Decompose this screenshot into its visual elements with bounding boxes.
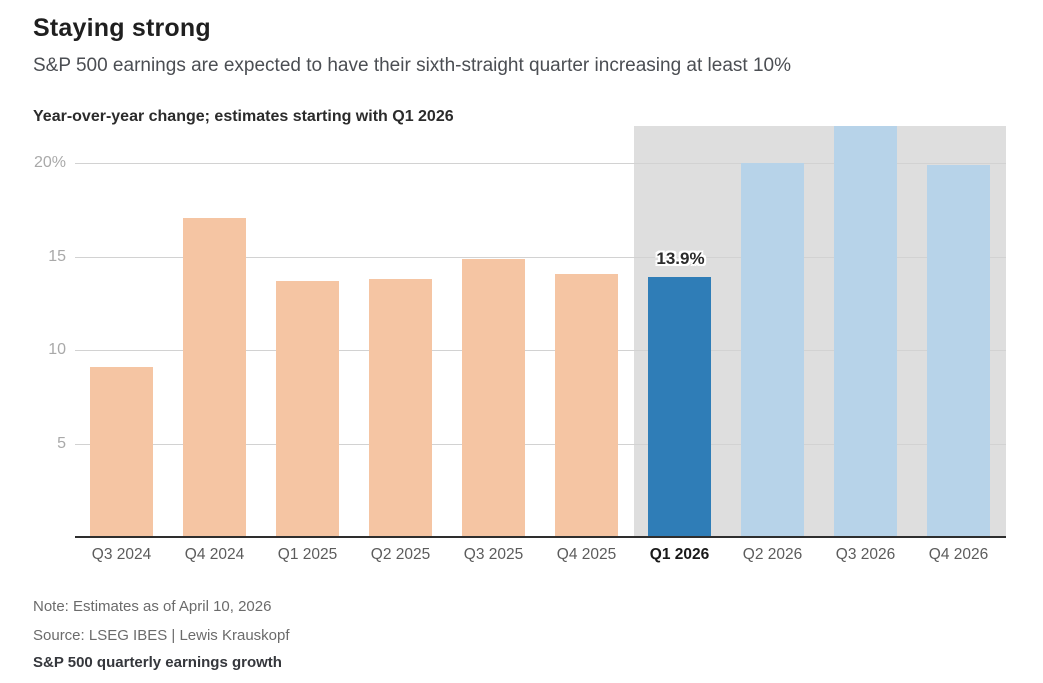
gridline	[75, 163, 1006, 165]
gridline	[75, 256, 1006, 258]
gridline	[75, 443, 1006, 445]
bar	[90, 366, 153, 537]
footer-note: Note: Estimates as of April 10, 2026	[33, 598, 272, 615]
bar	[369, 279, 432, 537]
bar	[276, 281, 339, 537]
x-tick-label: Q3 2024	[91, 546, 152, 563]
bar	[555, 273, 618, 537]
x-tick-label: Q1 2026	[649, 546, 710, 563]
page-title: Staying strong	[33, 14, 211, 42]
x-tick-label: Q4 2024	[184, 546, 245, 563]
y-tick-label: 15	[48, 247, 66, 265]
y-tick-label: 20%	[33, 154, 66, 172]
x-tick-label: Q3 2026	[835, 546, 896, 563]
bar	[648, 277, 711, 537]
x-tick-label: Q2 2025	[370, 546, 431, 563]
x-tick-label: Q3 2025	[463, 546, 524, 563]
gridline	[75, 350, 1006, 352]
bar	[741, 163, 804, 537]
y-tick-label: 10	[48, 341, 66, 359]
bar	[462, 258, 525, 537]
x-tick-label: Q2 2026	[742, 546, 803, 563]
x-axis-line	[75, 536, 1006, 538]
bar	[183, 217, 246, 537]
footer-source: Source: LSEG IBES | Lewis Krauskopf	[33, 627, 290, 644]
footer-tagline: S&P 500 quarterly earnings growth	[33, 654, 282, 671]
bar	[927, 165, 990, 537]
bar	[834, 126, 897, 537]
bar-chart: 5 10 15 20% Q3 2024 Q4 2024 Q1 2025 Q2 2025 Q3 2…	[0, 126, 1043, 571]
bar-value-label: 13.9%	[656, 249, 705, 269]
x-tick-label: Q4 2025	[556, 546, 617, 563]
chart-heading: Year-over-year change; estimates startin…	[33, 108, 454, 125]
x-tick-label: Q4 2026	[928, 546, 989, 563]
x-tick-label: Q1 2025	[277, 546, 338, 563]
y-tick-label: 5	[57, 434, 66, 452]
page-subtitle: S&P 500 earnings are expected to have th…	[33, 55, 791, 76]
